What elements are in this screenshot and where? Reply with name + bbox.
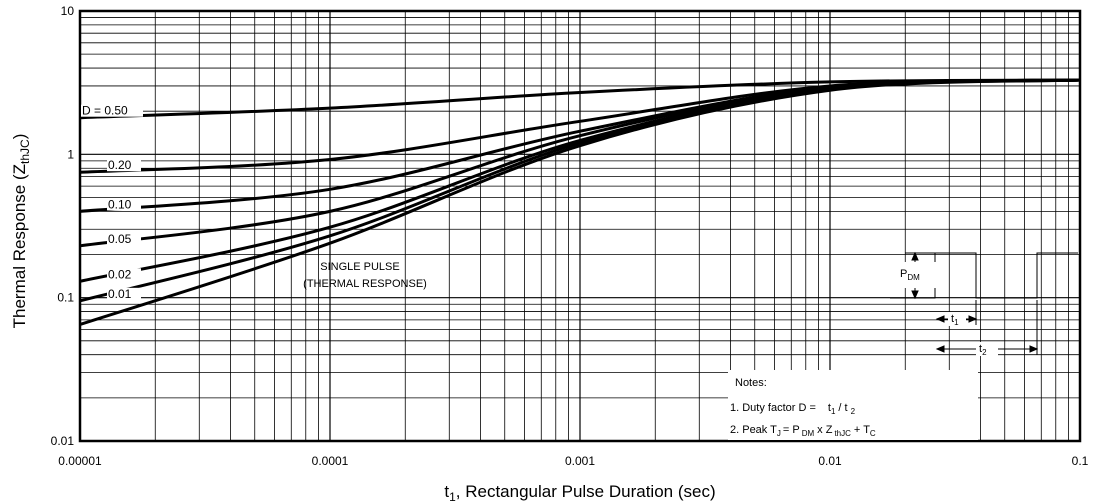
- x-axis-title: t1, Rectangular Pulse Duration (sec): [444, 482, 715, 504]
- y-tick-label: 10: [61, 4, 75, 18]
- x-tick-label: 0.01: [818, 454, 842, 468]
- pdm-arrow-bottom: [911, 290, 919, 300]
- t1-label: t1: [951, 313, 959, 327]
- curve-label: D = 0.50: [82, 104, 128, 118]
- curves: [79, 78, 1081, 326]
- t2-label: t2: [979, 343, 987, 357]
- t1-arrow-right: [968, 315, 978, 323]
- t2-arrow-left: [935, 345, 945, 353]
- curve-label-bg: [81, 104, 143, 117]
- pdm-arrow-top: [911, 251, 919, 261]
- pdm-label-bg: [898, 262, 938, 288]
- pulse-1-outline: [890, 252, 1078, 299]
- curve-label-bg: [107, 198, 141, 211]
- curve-label-bg: [107, 287, 141, 300]
- x-tick-label: 0.00001: [58, 454, 102, 468]
- single-pulse-sub-label: (THERMAL RESPONSE): [303, 278, 427, 290]
- y-tick-label: 0.01: [51, 434, 75, 448]
- curve-label-bg: [107, 268, 141, 281]
- t1-arrow-left: [935, 315, 945, 323]
- curve-label: 0.05: [108, 232, 132, 246]
- curve-label-bg: [107, 232, 141, 245]
- notes-title: Notes:: [735, 377, 767, 389]
- tick-labels: 0.00001 0.0001 0.001 0.01 0.1 0.01 0.1 1 10: [51, 4, 1089, 468]
- x-tick-label: 0.001: [565, 454, 595, 468]
- curve-label: 0.02: [108, 267, 132, 281]
- pdm-label: PDM: [900, 268, 920, 282]
- plot-frame: [78, 9, 1082, 443]
- y-tick-label: 1: [67, 147, 74, 161]
- notes-bg: [728, 370, 978, 440]
- t2-arrow-right: [1029, 345, 1039, 353]
- curve-labels: D = 0.50 0.20 0.10 0.05 0.02 0.01: [81, 104, 143, 301]
- t1-label-bg: [948, 312, 966, 326]
- curve-label: 0.20: [108, 158, 132, 172]
- x-tick-label: 0.1: [1072, 454, 1089, 468]
- curve-label: 0.01: [108, 287, 132, 301]
- curve-label-bg: [107, 159, 141, 172]
- curve-label: 0.10: [108, 197, 132, 211]
- t2-label-bg: [976, 342, 998, 356]
- y-axis-title: Thermal Response (ZthJC): [10, 134, 32, 329]
- x-tick-label: 0.0001: [312, 454, 349, 468]
- y-tick-label: 0.1: [57, 291, 74, 305]
- series-line: [79, 78, 1081, 326]
- single-pulse-label: SINGLE PULSE: [320, 261, 399, 273]
